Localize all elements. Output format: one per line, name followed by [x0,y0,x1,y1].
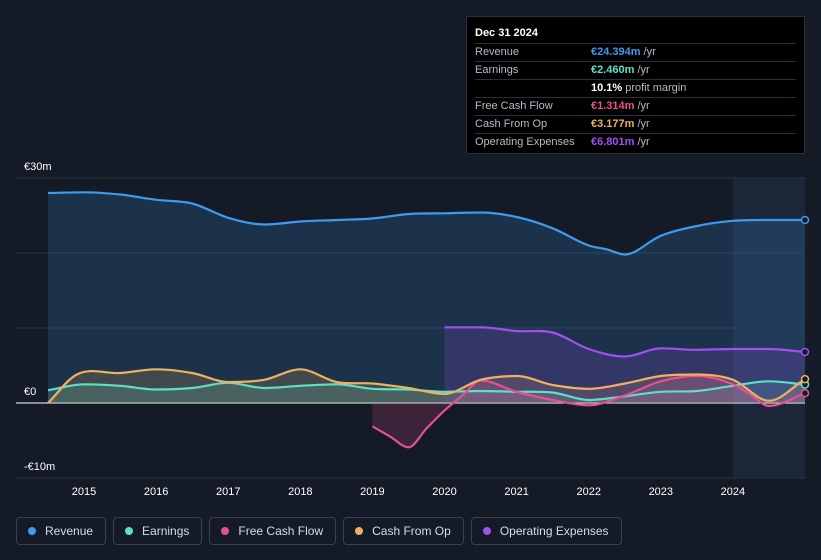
tooltip-row: Earnings €2.460m/yr [475,61,796,79]
y-axis-labels: €30m €0 -€10m [24,161,55,473]
cash-from-op-area [48,369,805,403]
tooltip-date: Dec 31 2024 [475,27,538,39]
operating-expenses-line [444,326,806,358]
legend-dot-icon [482,527,491,535]
free-cash-flow-area [372,376,805,448]
x-tick-label: 2022 [576,486,600,498]
legend-item-cash-from-op[interactable]: Cash From Op [343,517,464,545]
tooltip-row: Operating Expenses €6.801m/yr [475,133,796,151]
free-cash-flow-end-point [800,388,810,398]
x-tick-label: 2021 [504,486,528,498]
cash-from-op-end-point [800,374,810,384]
tooltip-row-label: Revenue [475,46,520,58]
x-tick-label: 2023 [649,486,673,498]
tooltip-row-unit: /yr [637,100,650,112]
x-tick-label: 2016 [144,486,168,498]
legend-label: Earnings [142,524,190,538]
end-markers [800,215,810,398]
x-tick-label: 2024 [721,486,745,498]
tooltip-row-unit: /yr [637,136,650,148]
tooltip-row-label: Operating Expenses [475,136,575,148]
legend-item-operating-expenses[interactable]: Operating Expenses [470,517,622,545]
legend-item-revenue[interactable]: Revenue [16,517,107,545]
tooltip-row: Cash From Op €3.177m/yr [475,115,796,133]
tooltip-row: Revenue €24.394m/yr [475,43,796,61]
tooltip-row-label: Free Cash Flow [475,100,553,112]
tooltip-row-label: Earnings [475,64,519,76]
operating-expenses-area [444,327,805,403]
legend-item-free-cash-flow[interactable]: Free Cash Flow [209,517,337,545]
tooltip-row-value: 10.1% [591,82,623,94]
x-tick-label: 2015 [72,486,96,498]
tooltip-row: 10.1% profit margin [475,79,796,97]
cash-from-op-line [47,368,806,404]
legend-dot-icon [28,527,36,535]
revenue-area [48,192,805,403]
y-tick-label: €0 [24,386,36,398]
tooltip-row-value: €3.177m [591,118,635,130]
tooltip-row-value: €24.394m [591,46,641,58]
x-tick-label: 2018 [288,486,312,498]
x-tick-label: 2017 [216,486,240,498]
free-cash-flow-line [371,374,806,449]
tooltip-row-unit: /yr [643,46,656,58]
tooltip-row-unit: /yr [637,118,650,130]
y-tick-label: -€10m [24,461,55,473]
x-axis-labels: 2015 2016 2017 2018 2019 2020 2021 2022 2023 2024 [72,486,745,498]
legend-item-earnings[interactable]: Earnings [113,517,203,545]
operating-expenses-end-point [800,347,810,357]
legend-dot-icon [125,527,134,535]
revenue-end-point [800,215,810,225]
tooltip-row-value: €1.314m [591,100,635,112]
tooltip-row-label [475,80,591,97]
revenue-line [47,191,805,256]
legend-label: Operating Expenses [499,524,609,538]
tooltip-panel: Dec 31 2024 Revenue €24.394m/yr Earnings €2… [466,16,805,154]
x-tick-label: 2019 [360,486,384,498]
tooltip-row-unit: profit margin [625,82,687,94]
legend-label: Revenue [45,524,94,538]
tooltip-rows: Revenue €24.394m/yr Earnings €2.460m/yr 10.1… [475,43,796,151]
series-areas [48,192,805,448]
legend-dot-icon [355,527,364,535]
tooltip-row: Free Cash Flow €1.314m/yr [475,97,796,115]
chart-area: €30m €0 -€10m 2015 2016 2017 2018 2019 2020 2021… [16,161,810,498]
grid [16,177,805,479]
legend-label: Free Cash Flow [238,524,324,538]
tooltip-row-unit: /yr [637,64,650,76]
legend: Revenue Earnings Free Cash Flow Cash From O… [16,517,622,545]
legend-label: Cash From Op [372,524,451,538]
tooltip-row-value: €6.801m [591,136,635,148]
y-tick-label: €30m [24,161,52,173]
series-lines [47,191,806,449]
tooltip-row-label: Cash From Op [475,118,548,130]
legend-dot-icon [221,527,230,535]
tooltip-row-value: €2.460m [591,64,635,76]
x-tick-label: 2020 [432,486,456,498]
